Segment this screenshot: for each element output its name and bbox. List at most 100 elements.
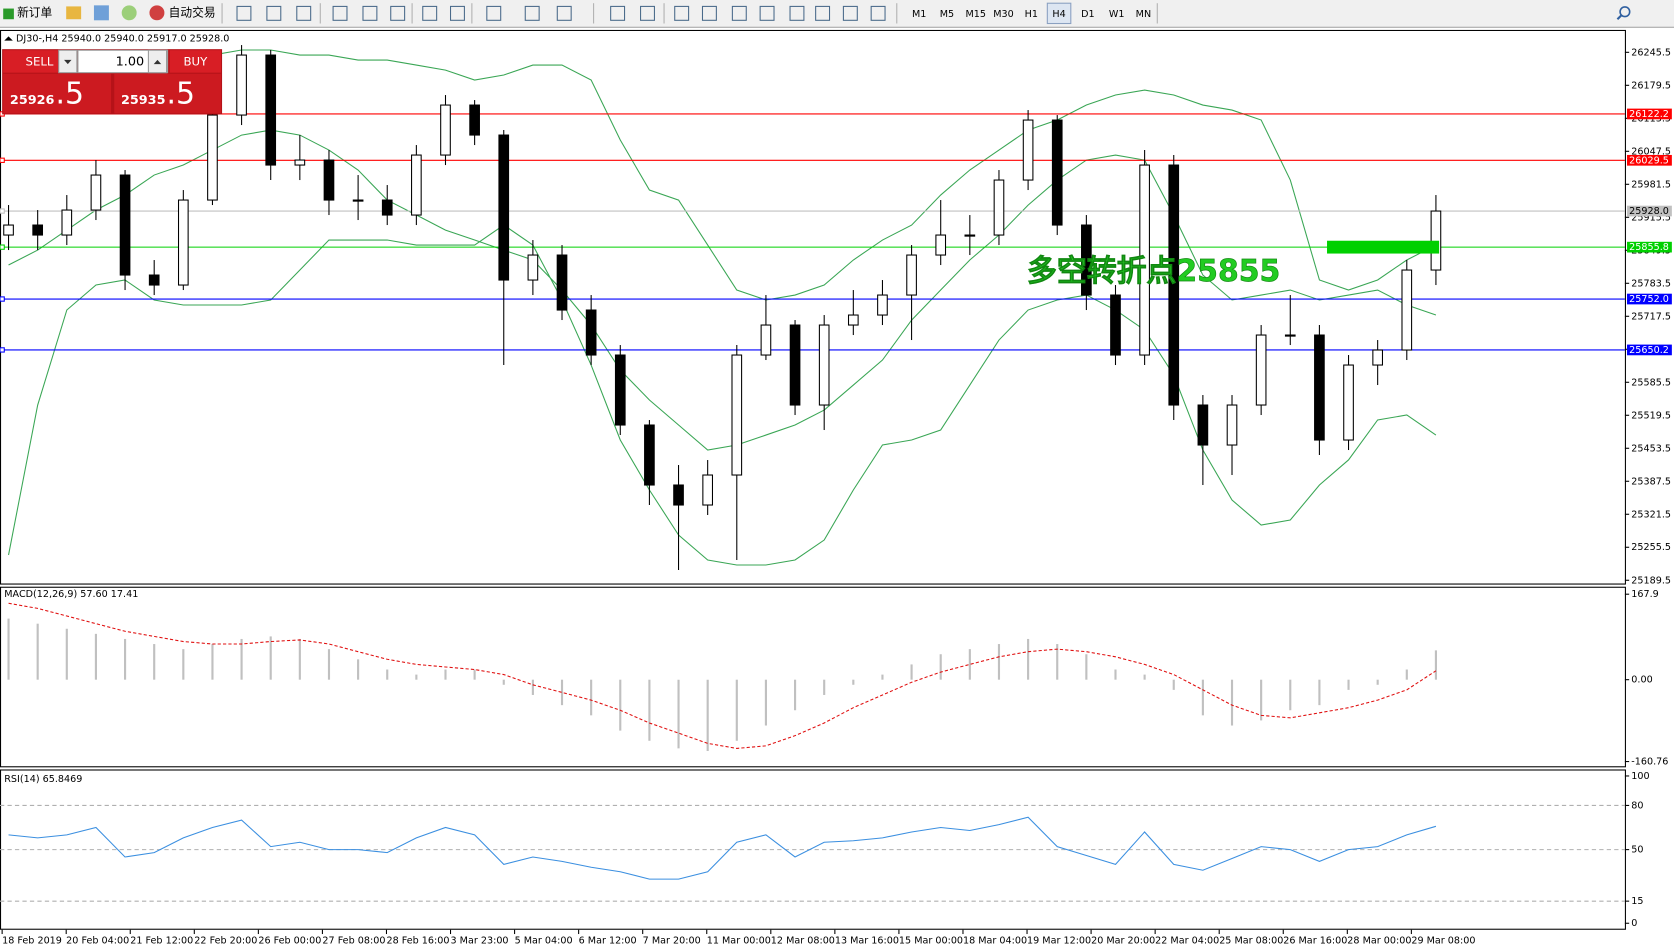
candle-body [1139, 164, 1150, 356]
tool-icon[interactable] [556, 5, 572, 21]
timeframe-button[interactable]: H1 [1025, 9, 1038, 20]
level-label-bg [1627, 344, 1672, 356]
tool-icon[interactable] [332, 5, 348, 21]
timeframe-button[interactable]: W1 [1109, 9, 1125, 20]
macd-pane: 167.9 0.00 -160.76 [7, 589, 1668, 768]
candle-body [119, 174, 131, 276]
y-tick-label: 25981.5 [1631, 179, 1671, 190]
y-tick-label: 0 [1631, 918, 1637, 929]
candle-body [1168, 164, 1180, 406]
button-label: 自动交易 [169, 5, 216, 19]
sell-quote[interactable] [3, 73, 112, 114]
level-label-bg [1627, 293, 1672, 305]
timeframe-button[interactable]: M30 [993, 9, 1014, 20]
icon[interactable] [93, 5, 109, 21]
new-order-button[interactable]: 新订单 [3, 5, 53, 19]
collapse-arrow[interactable] [4, 36, 13, 41]
level-label-bg [1627, 108, 1672, 120]
x-tick-label: 20 Mar 20:00 [1091, 935, 1155, 946]
timeframe-button[interactable]: M1 [912, 9, 926, 20]
toolbar [0, 0, 1674, 28]
y-tick-label: 0.00 [1631, 675, 1652, 686]
candle-body [440, 104, 451, 156]
candle-body [789, 324, 801, 406]
candle-body [760, 324, 772, 356]
buy-button[interactable] [169, 50, 221, 73]
candle-body [1401, 269, 1413, 351]
candle-body [527, 254, 539, 281]
sell-button[interactable] [3, 50, 76, 73]
level-label-bg [1627, 241, 1672, 253]
timeframe-button[interactable]: H4 [1052, 9, 1065, 20]
y-tick-label: 25453.5 [1631, 443, 1671, 454]
chart-header: DJ30-,H4 25940.0 25940.0 25917.0 25928.0 [16, 33, 229, 44]
timeframe-button[interactable]: MN [1136, 9, 1151, 20]
tool-icon[interactable] [640, 5, 655, 21]
buy-quote[interactable] [114, 73, 221, 114]
level-handle[interactable] [0, 157, 5, 163]
candle-body [1022, 119, 1034, 181]
lot-value: 1.00 [116, 54, 144, 69]
candle-body [614, 354, 626, 426]
tool-icon[interactable] [266, 5, 282, 21]
icon[interactable] [66, 6, 82, 20]
chart-window [0, 28, 1674, 949]
tool-icon[interactable] [759, 5, 775, 21]
tool-icon[interactable] [789, 5, 805, 21]
price-pane-frame [0, 29, 1626, 585]
tool-icon[interactable] [236, 5, 252, 21]
level-handle[interactable] [0, 347, 5, 353]
tool-icon[interactable] [610, 5, 626, 21]
level-handle[interactable] [0, 208, 5, 214]
tool-icon[interactable] [731, 5, 747, 21]
macd-pane-frame [0, 586, 1626, 768]
tool-icon[interactable] [674, 5, 690, 21]
tool-icon[interactable] [390, 5, 406, 21]
candle-body [935, 234, 947, 256]
level-handle[interactable] [0, 244, 5, 250]
search-icon[interactable] [1616, 6, 1631, 20]
sell-label: SELL [26, 54, 54, 68]
tool-icon[interactable] [842, 5, 858, 21]
sell-price: 25926 [10, 93, 55, 108]
y-tick-label: 80 [1631, 800, 1643, 811]
tool-icon[interactable] [486, 5, 502, 21]
candle-body [498, 134, 510, 281]
time-axis: 18 Feb 2019 20 Feb 04:00 21 Feb 12:00 22 Fe… [1, 929, 1476, 946]
tool-icon[interactable] [870, 5, 886, 21]
candle-body [644, 424, 655, 486]
trade-panel: SELL 1.00 BUY 25926 .5 25935 .5 [2, 49, 223, 115]
timeframe-button[interactable]: M5 [940, 9, 954, 20]
tool-icon[interactable] [422, 5, 438, 21]
timeframe-button[interactable]: M15 [966, 9, 987, 20]
toolbar-icons: M1 M5 M15 M30 H1 H4 D1 W1 MN [221, 2, 1158, 25]
arrow [64, 59, 72, 65]
x-tick-label: 27 Feb 08:00 [322, 935, 385, 946]
button-label: 新订单 [17, 5, 52, 19]
candle-body [877, 294, 888, 316]
x-tick-label: 21 Feb 12:00 [130, 935, 193, 946]
candle-body [323, 159, 335, 201]
level-label: 25855.8 [1629, 242, 1669, 253]
tool-icon[interactable] [701, 5, 717, 21]
tool-icon[interactable] [449, 5, 465, 21]
tool-icon[interactable] [362, 5, 378, 21]
x-tick-label: 15 Mar 00:00 [899, 935, 963, 946]
tool-icon[interactable] [296, 5, 312, 21]
tool-icon[interactable] [524, 5, 540, 21]
buy-label: BUY [183, 54, 208, 68]
level-handle[interactable] [0, 296, 5, 302]
x-tick-label: 19 Mar 12:00 [1027, 935, 1091, 946]
lot-input[interactable] [77, 49, 169, 74]
candle-body [61, 209, 73, 236]
y-tick-label: 25585.5 [1631, 377, 1671, 388]
tool-icon[interactable] [815, 5, 831, 21]
timeframe-button[interactable]: D1 [1081, 9, 1095, 20]
candle-body [207, 114, 218, 201]
icon[interactable] [121, 5, 137, 21]
candle-body [294, 159, 306, 166]
upper-band [8, 49, 1437, 301]
auto-trading-button[interactable]: 自动交易 [149, 5, 216, 21]
candle-body [993, 179, 1005, 236]
